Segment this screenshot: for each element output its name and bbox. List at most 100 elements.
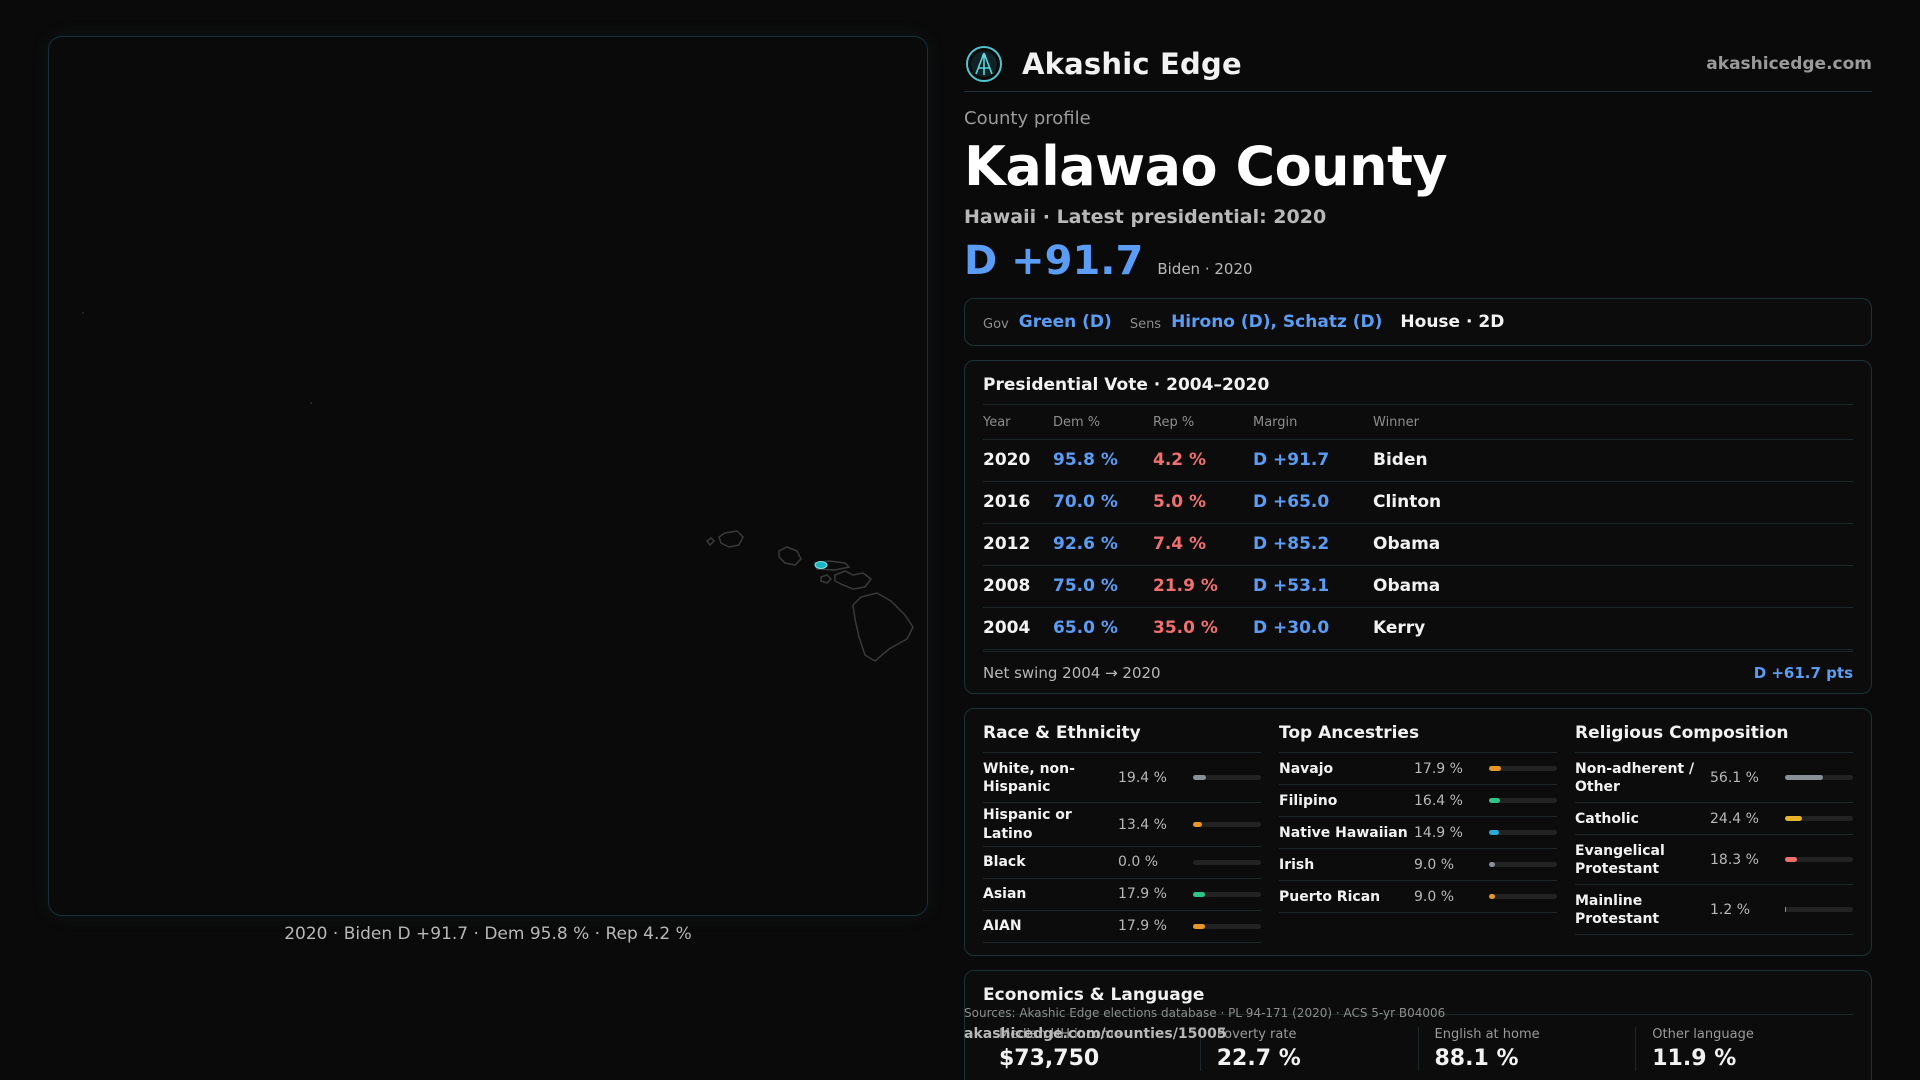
map-speck bbox=[82, 312, 84, 314]
cell-dem: 65.0 % bbox=[1053, 607, 1153, 650]
share-bar bbox=[1193, 775, 1261, 781]
row-value: 14.9 % bbox=[1414, 824, 1463, 841]
county-map[interactable] bbox=[49, 37, 928, 916]
economics-title: Economics & Language bbox=[983, 971, 1853, 1016]
table-row: 2016 70.0 % 5.0 % D +65.0 Clinton bbox=[983, 481, 1853, 524]
gov-label: Gov bbox=[983, 316, 1009, 332]
island-oahu bbox=[778, 546, 802, 566]
cell-winner: Biden bbox=[1373, 439, 1853, 482]
race-row: Asian 17.9 % bbox=[983, 879, 1261, 911]
share-bar-fill bbox=[1489, 830, 1500, 836]
header-bar: Akashic Edge akashicedge.com bbox=[964, 36, 1872, 92]
ancestries-row: Navajo 17.9 % bbox=[1279, 753, 1557, 786]
share-bar-fill bbox=[1193, 822, 1203, 828]
row-value: 9.0 % bbox=[1414, 856, 1455, 873]
margin-note: Biden · 2020 bbox=[1157, 260, 1253, 279]
economics-card: Economics & Language Median HH income $7… bbox=[964, 970, 1872, 1080]
share-bar-fill bbox=[1489, 766, 1502, 772]
row-value: 0.0 % bbox=[1118, 854, 1159, 871]
race-row: Black 0.0 % bbox=[983, 847, 1261, 879]
religion-row: Mainline Protestant 1.2 % bbox=[1575, 885, 1853, 936]
share-bar-fill bbox=[1785, 907, 1787, 913]
religion-row: Evangelical Protestant 18.3 % bbox=[1575, 835, 1853, 886]
row-value: 19.4 % bbox=[1118, 769, 1167, 786]
row-value: 18.3 % bbox=[1710, 851, 1759, 868]
table-row: 2008 75.0 % 21.9 % D +53.1 Obama bbox=[983, 565, 1853, 608]
island-maui bbox=[834, 570, 873, 590]
brand-name[interactable]: Akashic Edge bbox=[1022, 46, 1242, 81]
ancestries-title: Top Ancestries bbox=[1279, 709, 1557, 754]
table-row: 2004 65.0 % 35.0 % D +30.0 Kerry bbox=[983, 607, 1853, 650]
race-row: AIAN 17.9 % bbox=[983, 911, 1261, 943]
ancestries-row: Filipino 16.4 % bbox=[1279, 785, 1557, 818]
share-bar bbox=[1489, 862, 1557, 868]
officials-card: Gov Green (D) Sens Hirono (D), Schatz (D… bbox=[964, 298, 1872, 347]
row-label: Non-adherent / Other bbox=[1575, 760, 1695, 795]
presidential-vote-card: Presidential Vote · 2004–2020 Year Dem %… bbox=[964, 360, 1872, 695]
county-url-link[interactable]: akashicedge.com/counties/15005 bbox=[964, 1026, 1227, 1042]
cell-year: 2004 bbox=[983, 607, 1053, 650]
econ-label: Poverty rate bbox=[1216, 1027, 1297, 1043]
house-district: House · 2D bbox=[1400, 312, 1505, 333]
share-bar bbox=[1193, 923, 1261, 929]
sens-label: Sens bbox=[1129, 316, 1162, 332]
row-label: AIAN bbox=[983, 918, 1022, 935]
site-link[interactable]: akashicedge.com bbox=[1706, 53, 1872, 74]
econ-label: Median HH income bbox=[999, 1027, 1122, 1043]
cell-rep: 21.9 % bbox=[1153, 565, 1253, 608]
row-value: 9.0 % bbox=[1414, 888, 1455, 905]
cell-rep: 35.0 % bbox=[1153, 607, 1253, 650]
map-panel[interactable] bbox=[48, 36, 928, 916]
row-value: 17.9 % bbox=[1118, 886, 1167, 903]
row-label: Black bbox=[983, 854, 1026, 871]
religious-composition-section: Religious Composition Non-adherent / Oth… bbox=[1575, 709, 1853, 955]
net-swing-row: Net swing 2004 → 2020 D +61.7 pts bbox=[983, 651, 1853, 693]
share-bar bbox=[1193, 859, 1261, 865]
econ-cell: Median HH income $73,750 bbox=[983, 1027, 1200, 1071]
cell-winner: Obama bbox=[1373, 565, 1853, 608]
cell-year: 2016 bbox=[983, 481, 1053, 524]
island-hawaii bbox=[852, 592, 914, 662]
row-label: Filipino bbox=[1279, 792, 1338, 809]
cell-dem: 70.0 % bbox=[1053, 481, 1153, 524]
share-bar-fill bbox=[1193, 891, 1206, 897]
cell-margin: D +53.1 bbox=[1253, 565, 1373, 608]
race-ethnicity-section: Race & Ethnicity White, non-Hispanic 19.4… bbox=[983, 709, 1279, 955]
share-bar bbox=[1489, 830, 1557, 836]
econ-value: $73,750 bbox=[999, 1046, 1100, 1072]
col-dem: Dem % bbox=[1053, 405, 1153, 440]
row-value: 24.4 % bbox=[1710, 810, 1759, 827]
share-bar bbox=[1785, 775, 1853, 781]
col-winner: Winner bbox=[1373, 405, 1853, 440]
county-profile-panel: Akashic Edge akashicedge.com County prof… bbox=[964, 36, 1872, 1080]
econ-label: Other language bbox=[1652, 1027, 1754, 1043]
presidential-title: Presidential Vote · 2004–2020 bbox=[983, 361, 1853, 406]
cell-rep: 4.2 % bbox=[1153, 439, 1253, 482]
race-row: Hispanic or Latino 13.4 % bbox=[983, 803, 1261, 847]
page-eyebrow: County profile bbox=[964, 108, 1091, 129]
cell-year: 2020 bbox=[983, 439, 1053, 482]
share-bar-fill bbox=[1489, 862, 1496, 868]
cell-winner: Clinton bbox=[1373, 481, 1853, 524]
ancestry-rows: Navajo 17.9 % Filipino 16.4 % Native Hawaiia… bbox=[1279, 753, 1557, 914]
row-value: 17.9 % bbox=[1118, 918, 1167, 935]
row-label: Navajo bbox=[1279, 760, 1334, 777]
row-value: 56.1 % bbox=[1710, 769, 1759, 786]
headline-margin: D +91.7 Biden · 2020 bbox=[964, 238, 1872, 284]
share-bar bbox=[1785, 816, 1853, 822]
col-margin: Margin bbox=[1253, 405, 1373, 440]
island-niihau bbox=[705, 537, 716, 547]
kalawao-county-highlight[interactable] bbox=[814, 561, 828, 569]
race-rows: White, non-Hispanic 19.4 % Hispanic or Lat… bbox=[983, 753, 1261, 943]
share-bar bbox=[1489, 798, 1557, 804]
ancestries-row: Puerto Rican 9.0 % bbox=[1279, 881, 1557, 914]
row-label: Asian bbox=[983, 886, 1027, 903]
table-header-row: Year Dem % Rep % Margin Winner bbox=[983, 405, 1853, 440]
religion-row: Catholic 24.4 % bbox=[1575, 803, 1853, 836]
row-label: Mainline Protestant bbox=[1575, 892, 1660, 927]
cell-dem: 92.6 % bbox=[1053, 523, 1153, 566]
akashic-edge-logo-icon[interactable] bbox=[964, 44, 1004, 84]
cell-winner: Kerry bbox=[1373, 607, 1853, 650]
row-label: Irish bbox=[1279, 856, 1315, 873]
econ-label: English at home bbox=[1434, 1027, 1540, 1043]
